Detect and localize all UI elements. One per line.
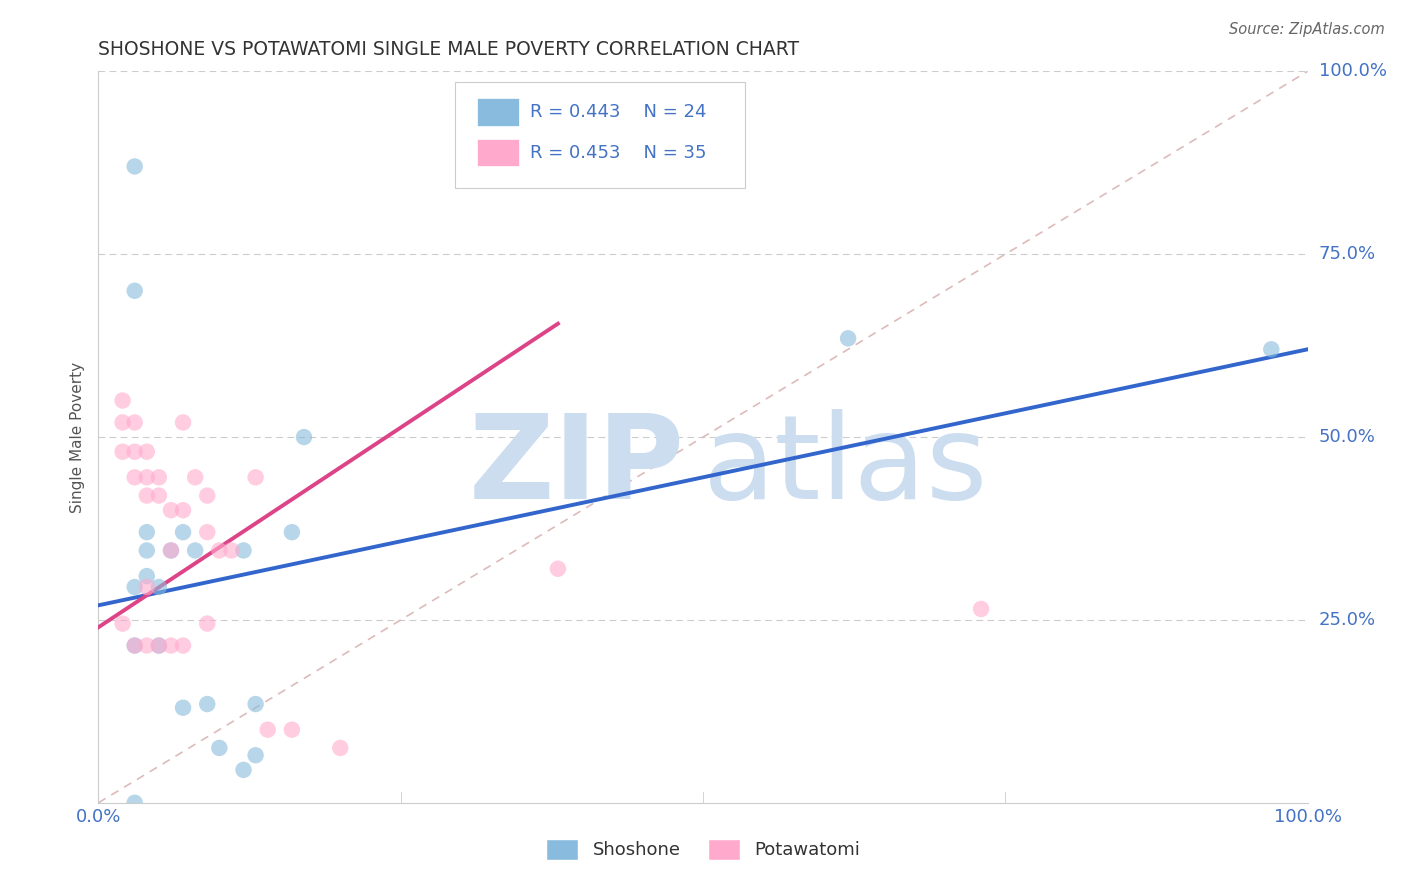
Point [124,416,146,430]
Text: 50.0%: 50.0% [1319,428,1375,446]
Point [281,723,304,737]
Point [124,470,146,484]
Point [135,580,157,594]
Point [232,543,254,558]
Text: R = 0.453    N = 35: R = 0.453 N = 35 [530,144,707,161]
Point [160,639,183,653]
Point [184,470,207,484]
FancyBboxPatch shape [477,138,519,167]
Point [184,543,207,558]
Point [135,525,157,540]
Point [124,796,146,810]
Point [148,639,170,653]
FancyBboxPatch shape [456,82,745,188]
Text: R = 0.443    N = 24: R = 0.443 N = 24 [530,103,707,121]
Point [245,697,267,711]
Point [195,489,218,503]
Point [172,700,194,714]
Point [135,639,157,653]
Point [124,580,146,594]
Point [148,580,170,594]
Point [172,525,194,540]
Point [172,639,194,653]
Text: atlas: atlas [703,409,988,524]
Point [124,639,146,653]
Point [281,525,304,540]
Point [208,740,231,755]
Point [135,444,157,458]
Point [111,444,134,458]
Point [111,616,134,631]
Point [124,639,146,653]
Point [124,444,146,458]
Point [195,525,218,540]
Text: 75.0%: 75.0% [1319,245,1376,263]
Point [160,543,183,558]
Point [256,723,278,737]
Point [148,470,170,484]
Text: ZIP: ZIP [468,409,685,524]
Point [111,416,134,430]
Point [172,503,194,517]
Point [208,543,231,558]
Point [124,284,146,298]
Point [221,543,243,558]
Y-axis label: Single Male Poverty: Single Male Poverty [70,361,86,513]
Point [292,430,315,444]
Point [195,697,218,711]
Point [232,763,254,777]
Legend: Shoshone, Potawatomi: Shoshone, Potawatomi [538,831,868,867]
Point [135,489,157,503]
Text: Source: ZipAtlas.com: Source: ZipAtlas.com [1229,22,1385,37]
Point [245,470,267,484]
Point [135,543,157,558]
Point [148,489,170,503]
Point [111,393,134,408]
Point [172,416,194,430]
Point [135,470,157,484]
Point [124,160,146,174]
Point [547,562,569,576]
Point [510,87,533,101]
Point [148,639,170,653]
Text: 25.0%: 25.0% [1319,611,1376,629]
Point [195,616,218,631]
Text: SHOSHONE VS POTAWATOMI SINGLE MALE POVERTY CORRELATION CHART: SHOSHONE VS POTAWATOMI SINGLE MALE POVER… [98,39,800,59]
Point [160,543,183,558]
Point [970,602,993,616]
Point [1260,343,1282,357]
Point [837,331,859,345]
Point [245,748,267,763]
Text: 100.0%: 100.0% [1319,62,1386,80]
Point [160,503,183,517]
Point [329,740,352,755]
Point [135,569,157,583]
FancyBboxPatch shape [477,98,519,127]
